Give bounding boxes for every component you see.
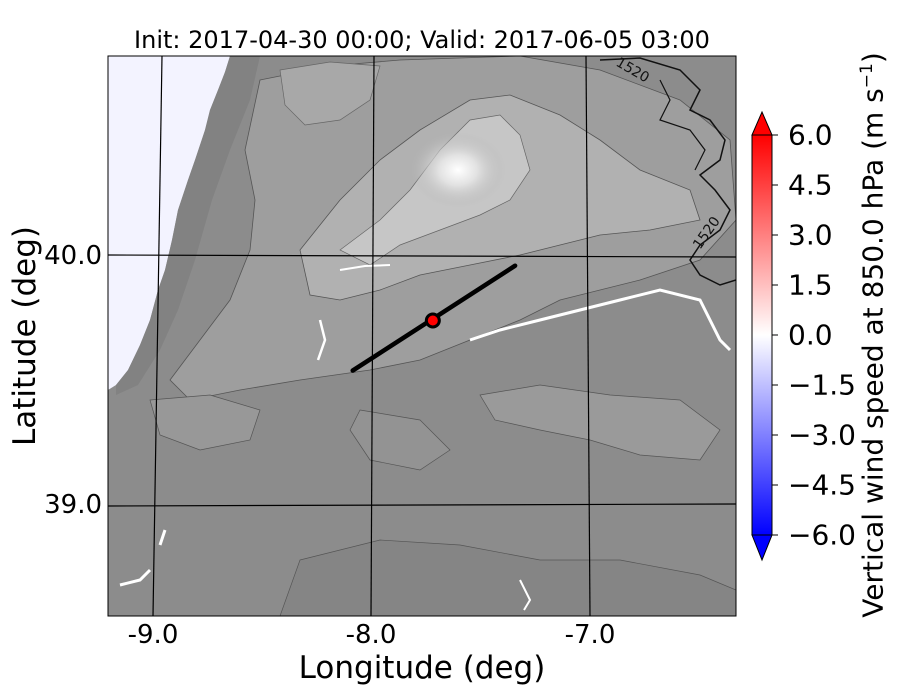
colorbar (751, 110, 778, 562)
x-tick-label: -8.0 (345, 620, 397, 650)
parallel-39 (108, 503, 736, 507)
colorbar-extend-max (751, 110, 773, 136)
x-axis-label: Longitude (deg) (298, 650, 546, 686)
colorbar-tick-label: 4.5 (788, 168, 833, 202)
x-tick-label: -9.0 (127, 620, 179, 650)
meridian-minus7 (585, 56, 591, 616)
meridian-minus8 (370, 56, 375, 616)
x-tick-label: -7.0 (564, 620, 616, 650)
colorbar-tick-marks (772, 134, 778, 536)
location-marker (424, 312, 441, 329)
meridian-minus9 (152, 56, 163, 616)
colorbar-tick-label: 0.0 (788, 318, 833, 352)
colorbar-tick-label: −4.5 (788, 468, 856, 502)
colorbar-extend-min (751, 534, 773, 562)
ocean (108, 56, 230, 390)
river-valley-south (519, 579, 532, 611)
colorbar-gradient (751, 134, 773, 536)
graticule (108, 56, 736, 616)
colorbar-tick-label: 3.0 (788, 218, 833, 252)
colorbar-tick-label: −3.0 (788, 418, 856, 452)
y-axis-label: Latitude (deg) (7, 225, 43, 447)
mountain-peak (410, 132, 506, 208)
y-tick-label: 40.0 (44, 241, 102, 271)
colorbar-tick-label: −1.5 (788, 368, 856, 402)
colorbar-label-end: ) (856, 52, 890, 64)
river-valley-center (316, 319, 327, 361)
plot-title: Init: 2017-04-30 00:00; Valid: 2017-06-0… (134, 26, 710, 54)
southwest-hills (149, 394, 261, 451)
river-valley-east (469, 288, 732, 352)
colorbar-tick-label: 6.0 (788, 118, 833, 152)
map-content: 1520 1520 (108, 56, 736, 616)
river-valley-north (339, 264, 391, 271)
northwest-hills (279, 61, 381, 126)
colorbar-label-exponent: −1 (857, 63, 878, 89)
southern-hills (479, 384, 721, 461)
coastal-lowland (116, 56, 260, 395)
axes-frame (107, 55, 737, 617)
coast-marks (119, 529, 167, 587)
south-ridge (349, 409, 451, 471)
south-lowland (279, 539, 736, 616)
colorbar-tick-label: 1.5 (788, 268, 833, 302)
colorbar-tick-label: −6.0 (788, 518, 856, 552)
parallel-40 (108, 254, 736, 258)
y-tick-label: 39.0 (44, 490, 102, 520)
contour-1520-ne (599, 57, 736, 286)
colorbar-label-main: Vertical wind speed at 850.0 hPa (m s (856, 88, 890, 618)
colorbar-label: Vertical wind speed at 850.0 hPa (m s−1) (857, 52, 890, 618)
contour-1520-ne-2 (659, 79, 706, 171)
